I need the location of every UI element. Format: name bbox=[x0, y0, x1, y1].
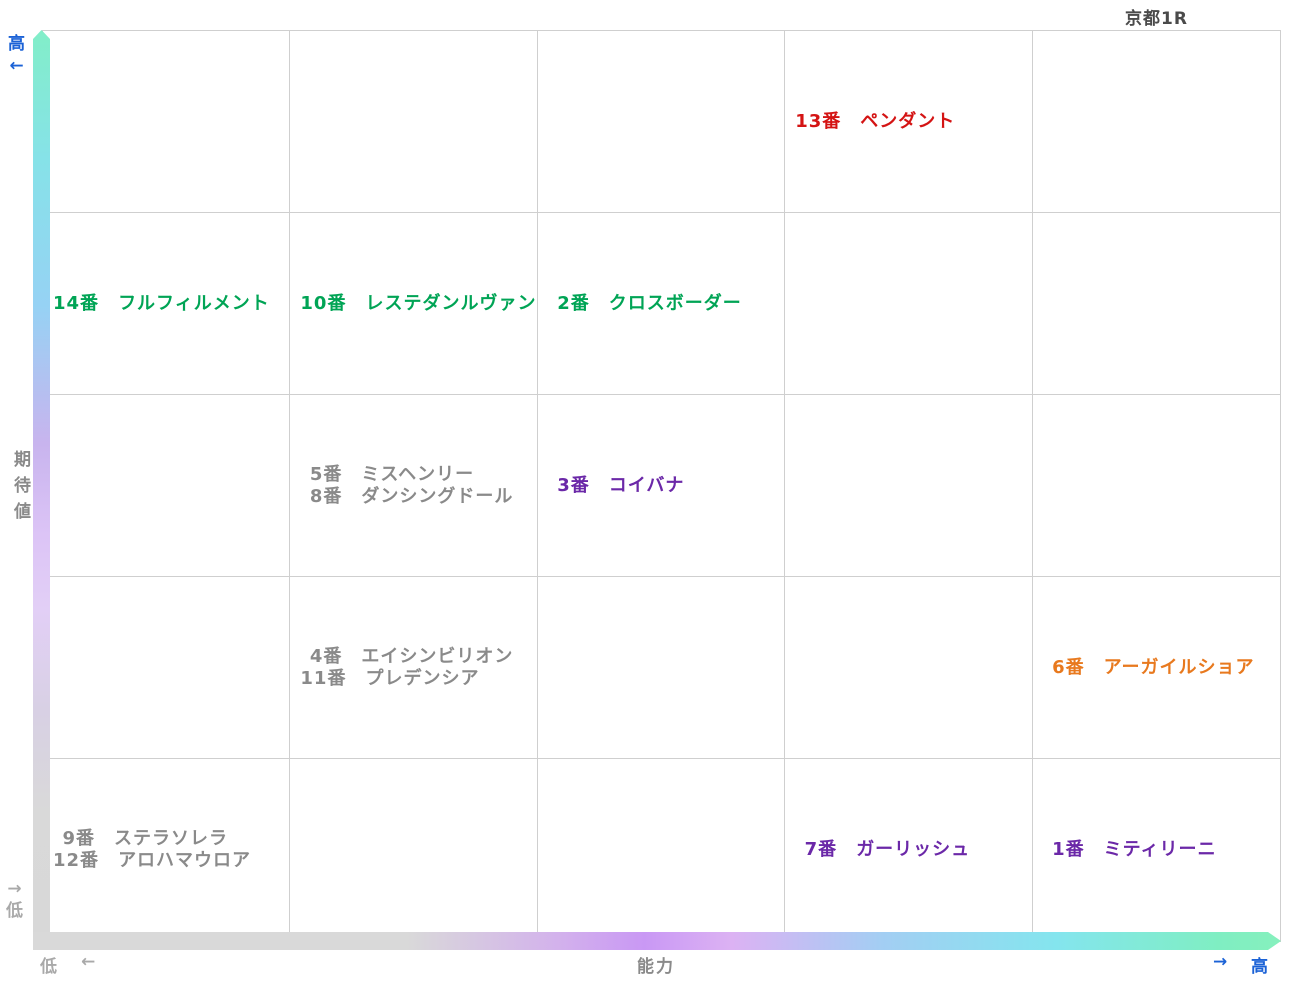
horse-name: ガーリッシュ bbox=[856, 839, 971, 860]
x-axis-title: 能力 bbox=[637, 957, 675, 977]
horse-number: 2番 bbox=[557, 292, 590, 314]
horse-entry-group: 10番 レステダンルヴァン bbox=[300, 293, 536, 315]
horse-entry-group: 9番 ステラソレラ 12番 アロハマウロア bbox=[53, 828, 251, 872]
x-axis-high-label: 高 bbox=[1251, 957, 1269, 977]
horse-name: アロハマウロア bbox=[118, 850, 252, 871]
grid-cell-r3-c1 bbox=[43, 395, 291, 577]
grid-cell-r4-c4 bbox=[785, 577, 1033, 759]
horse-number: 5番 bbox=[309, 463, 343, 485]
grid-cell-r3-c2: 5番 ミスヘンリー 8番 ダンシングドール bbox=[290, 395, 538, 577]
horse-name: フルフィルメント bbox=[118, 292, 270, 314]
horse-number: 4番 bbox=[309, 645, 343, 667]
horse-entry-group: 13番 ペンダント bbox=[795, 111, 955, 133]
grid-cell-r5-c4: 7番 ガーリッシュ bbox=[785, 759, 1033, 941]
grid-cell-r1-c4: 13番 ペンダント bbox=[785, 31, 1033, 213]
horse-name: アーガイルショア bbox=[1103, 656, 1255, 678]
horse-entry: 4番 エイシンビリオン bbox=[300, 646, 513, 668]
horse-entry-group: 3番 コイバナ bbox=[548, 475, 685, 497]
grid-cell-r2-c3: 2番 クロスボーダー bbox=[537, 213, 786, 395]
horse-name: クロスボーダー bbox=[608, 292, 742, 314]
horse-entry: 6番 アーガイルショア bbox=[1043, 657, 1255, 679]
grid-cell-r3-c3: 3番 コイバナ bbox=[537, 395, 786, 577]
horse-entry: 7番 ガーリッシュ bbox=[795, 839, 970, 861]
right-arrow-icon: → bbox=[7, 879, 23, 899]
grid-cell-r4-c3 bbox=[537, 577, 786, 759]
horse-entry: 11番 プレデンシア bbox=[300, 668, 513, 690]
left-arrow-icon: ← bbox=[9, 56, 25, 76]
horse-name: ステラソレラ bbox=[114, 828, 228, 849]
horse-entry: 2番 クロスボーダー bbox=[548, 293, 742, 315]
horse-entry: 8番 ダンシングドール bbox=[300, 486, 513, 508]
horse-number: 6番 bbox=[1052, 656, 1085, 678]
horse-name: ペンダント bbox=[860, 110, 956, 132]
grid-cell-r2-c5 bbox=[1032, 213, 1280, 395]
horse-entry-group: 14番 フルフィルメント bbox=[53, 293, 270, 315]
horse-name: レステダンルヴァン bbox=[365, 292, 537, 314]
horse-entry: 13番 ペンダント bbox=[795, 111, 955, 133]
right-arrow-icon: → bbox=[1213, 952, 1229, 972]
left-arrow-icon: ← bbox=[81, 952, 97, 972]
horse-entry-group: 4番 エイシンビリオン 11番 プレデンシア bbox=[300, 646, 513, 690]
horse-number: 7番 bbox=[804, 839, 838, 860]
y-axis-title: 期待値 bbox=[10, 450, 30, 528]
grid-cell-r2-c4 bbox=[785, 213, 1033, 395]
horse-number: 9番 bbox=[62, 828, 95, 849]
x-axis-low-label: 低 bbox=[40, 957, 58, 977]
horse-number: 10番 bbox=[300, 292, 347, 314]
y-low-text: 低 bbox=[6, 901, 24, 921]
horse-number: 11番 bbox=[300, 667, 347, 689]
horse-number: 12番 bbox=[53, 850, 100, 871]
horse-name: ミティリーニ bbox=[1103, 839, 1217, 860]
y-high-text: 高 bbox=[8, 34, 26, 54]
horse-entry: 14番 フルフィルメント bbox=[53, 293, 270, 315]
grid-cell-r1-c1 bbox=[43, 31, 291, 213]
horse-number: 3番 bbox=[557, 474, 590, 496]
grid-cell-r1-c3 bbox=[537, 31, 786, 213]
grid-cell-r4-c5: 6番 アーガイルショア bbox=[1032, 577, 1280, 759]
y-axis-low-label: → 低 bbox=[6, 878, 24, 922]
horse-number: 1番 bbox=[1052, 839, 1085, 860]
horse-entry-group: 7番 ガーリッシュ bbox=[795, 839, 970, 861]
horse-number: 8番 bbox=[309, 485, 343, 507]
grid-cell-r3-c5 bbox=[1032, 395, 1280, 577]
y-axis-gradient-bar bbox=[33, 30, 50, 949]
grid-cell-r4-c2: 4番 エイシンビリオン 11番 プレデンシア bbox=[290, 577, 538, 759]
horse-entry: 9番 ステラソレラ bbox=[53, 828, 251, 850]
grid-cell-r2-c1: 14番 フルフィルメント bbox=[43, 213, 291, 395]
grid-cell-r1-c5 bbox=[1032, 31, 1280, 213]
grid-cell-r3-c4 bbox=[785, 395, 1033, 577]
horse-entry-group: 2番 クロスボーダー bbox=[548, 293, 742, 315]
grid-cell-r5-c3 bbox=[538, 759, 786, 941]
horse-name: プレデンシア bbox=[365, 667, 480, 689]
grid-cell-r2-c2: 10番 レステダンルヴァン bbox=[290, 213, 538, 395]
horse-entry: 3番 コイバナ bbox=[548, 475, 685, 497]
horse-name: ミスヘンリー bbox=[361, 463, 475, 485]
horse-number: 13番 bbox=[795, 110, 842, 132]
horse-name: ダンシングドール bbox=[361, 485, 514, 507]
horse-entry: 12番 アロハマウロア bbox=[53, 850, 251, 872]
y-axis-high-label: 高 ← bbox=[8, 33, 26, 77]
race-title: 京都1R bbox=[1125, 9, 1188, 29]
horse-entry-group: 5番 ミスヘンリー 8番 ダンシングドール bbox=[300, 464, 513, 508]
horse-entry: 10番 レステダンルヴァン bbox=[300, 293, 536, 315]
horse-entry-group: 1番 ミティリーニ bbox=[1043, 839, 1217, 861]
x-axis-gradient-bar bbox=[33, 932, 1281, 950]
horse-entry: 5番 ミスヘンリー bbox=[300, 464, 513, 486]
grid-cell-r4-c1 bbox=[43, 577, 291, 759]
horse-entry: 1番 ミティリーニ bbox=[1043, 839, 1217, 861]
grid-cell-r1-c2 bbox=[290, 31, 538, 213]
horse-number: 14番 bbox=[53, 292, 100, 314]
horse-entry-group: 6番 アーガイルショア bbox=[1043, 657, 1255, 679]
horse-name: コイバナ bbox=[608, 474, 685, 496]
grid-cell-r5-c5: 1番 ミティリーニ bbox=[1033, 759, 1280, 941]
chart-grid: 13番 ペンダント 14番 フルフィルメント 10番 レステダンルヴァン 2番 クロスボーダー… bbox=[42, 30, 1281, 942]
grid-cell-r5-c1: 9番 ステラソレラ 12番 アロハマウロア bbox=[43, 759, 291, 941]
grid-cell-r5-c2 bbox=[290, 759, 538, 941]
horse-name: エイシンビリオン bbox=[361, 645, 514, 667]
